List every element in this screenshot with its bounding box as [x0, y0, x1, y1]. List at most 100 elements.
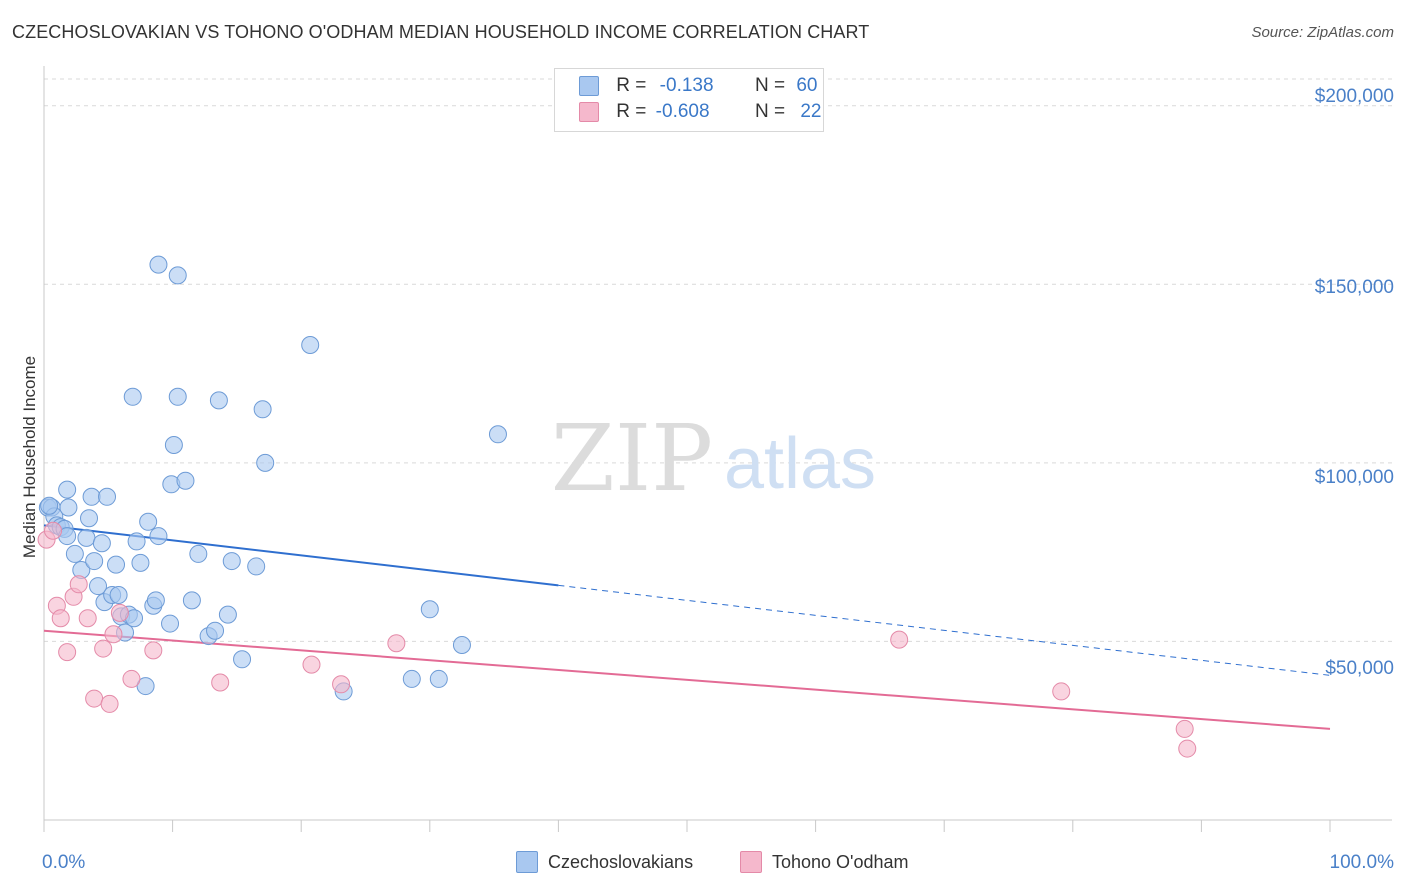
czechoslovakian-point — [85, 552, 104, 571]
czechoslovakian-point — [89, 577, 108, 596]
data-points — [37, 255, 1197, 758]
r-label: R = — [616, 75, 647, 96]
czechoslovakian-point — [161, 614, 180, 633]
chart-title: CZECHOSLOVAKIAN VS TOHONO O'ODHAM MEDIAN… — [12, 22, 870, 42]
y-tick-label: $100,000 — [1314, 467, 1394, 488]
czechoslovakian-point — [182, 591, 201, 610]
watermark: ZIP atlas — [551, 405, 876, 512]
legend-row-tohono: R = -0.608 N = 22 — [579, 101, 821, 127]
gridlines — [44, 78, 1392, 642]
czechoslovakian-point — [82, 487, 101, 506]
y-tick-label: $150,000 — [1314, 277, 1394, 298]
tohono-point — [1052, 682, 1071, 701]
tohono-point — [302, 655, 321, 674]
r-value: -0.608 — [655, 101, 710, 122]
czechoslovakian-point — [452, 636, 471, 654]
legend-label: Czechoslovakians — [548, 851, 694, 872]
tohono-point — [104, 625, 123, 644]
tohono-point — [387, 634, 406, 653]
tohono-point — [44, 521, 63, 540]
czechoslovakian-point — [98, 487, 117, 506]
n-value: 60 — [796, 75, 818, 96]
tohono-point — [890, 630, 909, 649]
czechoslovakian-point — [233, 650, 252, 669]
czechoslovakian-point — [146, 591, 165, 610]
tohono-point — [1175, 719, 1194, 738]
czechoslovakian-point — [206, 621, 225, 640]
czechoslovakian-point — [301, 336, 320, 354]
tohono-point — [100, 694, 119, 713]
czechoslovakian-point — [139, 512, 158, 531]
y-axis-label: Median Household Income — [20, 355, 39, 559]
r-label: R = — [616, 101, 647, 122]
n-value: 22 — [800, 101, 822, 122]
legend-row-czechoslovakians: R = -0.138 N = 60 — [579, 75, 817, 101]
czechoslovakian-point — [59, 498, 78, 517]
tohono-point — [144, 641, 163, 660]
source-label: Source: ZipAtlas.com — [1251, 24, 1394, 41]
tohono-point — [110, 603, 129, 622]
czechoslovakian-point — [218, 605, 237, 624]
czechoslovakian-point — [149, 527, 168, 546]
czechoslovakian-point — [107, 555, 126, 574]
trend-lines — [43, 524, 1331, 730]
trend-line-extension-0 — [558, 584, 1331, 676]
czechoslovakian-point — [168, 387, 187, 406]
tohono-point — [85, 689, 104, 708]
correlation-legend: R = -0.138 N = 60 R = -0.608 N = 22 — [554, 68, 824, 132]
czechoslovakian-point — [131, 553, 150, 572]
czechoslovakian-point — [149, 255, 168, 274]
watermark-zip: ZIP — [551, 405, 713, 512]
tohono-point — [69, 575, 88, 594]
czechoslovakian-point — [168, 266, 187, 285]
czechoslovakian-point — [40, 496, 59, 515]
czechoslovakian-point — [77, 528, 96, 547]
czechoslovakian-point — [222, 552, 241, 571]
trend-line-0 — [43, 524, 559, 587]
czechoslovakian-point — [127, 532, 146, 551]
n-label: N = — [754, 75, 786, 96]
legend-swatch-pink — [579, 102, 599, 122]
czechoslovakian-point — [488, 425, 507, 444]
czechoslovakian-point — [164, 436, 183, 454]
tohono-point — [211, 673, 230, 692]
tohono-point — [122, 669, 141, 688]
czechoslovakian-point — [402, 669, 421, 688]
tohono-point — [51, 609, 70, 628]
czechoslovakian-point — [256, 453, 275, 472]
y-tick-label: $50,000 — [1325, 658, 1394, 679]
axes — [43, 66, 1392, 832]
legend-item-tohono: Tohono O'odham — [740, 851, 909, 874]
watermark-atlas: atlas — [724, 424, 876, 504]
legend-item-czechoslovakians: Czechoslovakians — [516, 851, 694, 874]
legend-swatch-pink — [740, 851, 762, 874]
czechoslovakian-point — [92, 534, 111, 553]
legend-swatch-blue — [579, 76, 599, 96]
czechoslovakian-point — [80, 509, 99, 528]
legend-swatch-blue — [516, 851, 538, 874]
tohono-point — [58, 643, 77, 662]
czechoslovakian-point — [109, 586, 128, 604]
czechoslovakian-point — [429, 669, 448, 688]
n-label: N = — [754, 101, 786, 122]
czechoslovakian-point — [247, 557, 266, 576]
czechoslovakian-point — [136, 677, 155, 696]
czechoslovakian-point — [123, 387, 142, 406]
czechoslovakian-point — [65, 544, 84, 563]
x-tick-label-max: 100.0% — [1329, 852, 1394, 873]
tohono-point — [1178, 739, 1197, 758]
tohono-point — [332, 675, 351, 694]
czechoslovakian-point — [420, 600, 439, 619]
czechoslovakian-point — [58, 480, 77, 499]
tohono-point — [94, 639, 113, 658]
trend-line-1 — [43, 629, 1331, 730]
czechoslovakian-point — [189, 544, 208, 563]
czechoslovakian-point — [176, 471, 195, 490]
legend-label: Tohono O'odham — [772, 851, 909, 872]
czechoslovakian-point — [253, 400, 272, 419]
r-value: -0.138 — [659, 75, 714, 96]
y-tick-label: $200,000 — [1314, 86, 1394, 107]
tohono-point — [78, 609, 97, 628]
x-tick-label-min: 0.0% — [42, 852, 86, 873]
